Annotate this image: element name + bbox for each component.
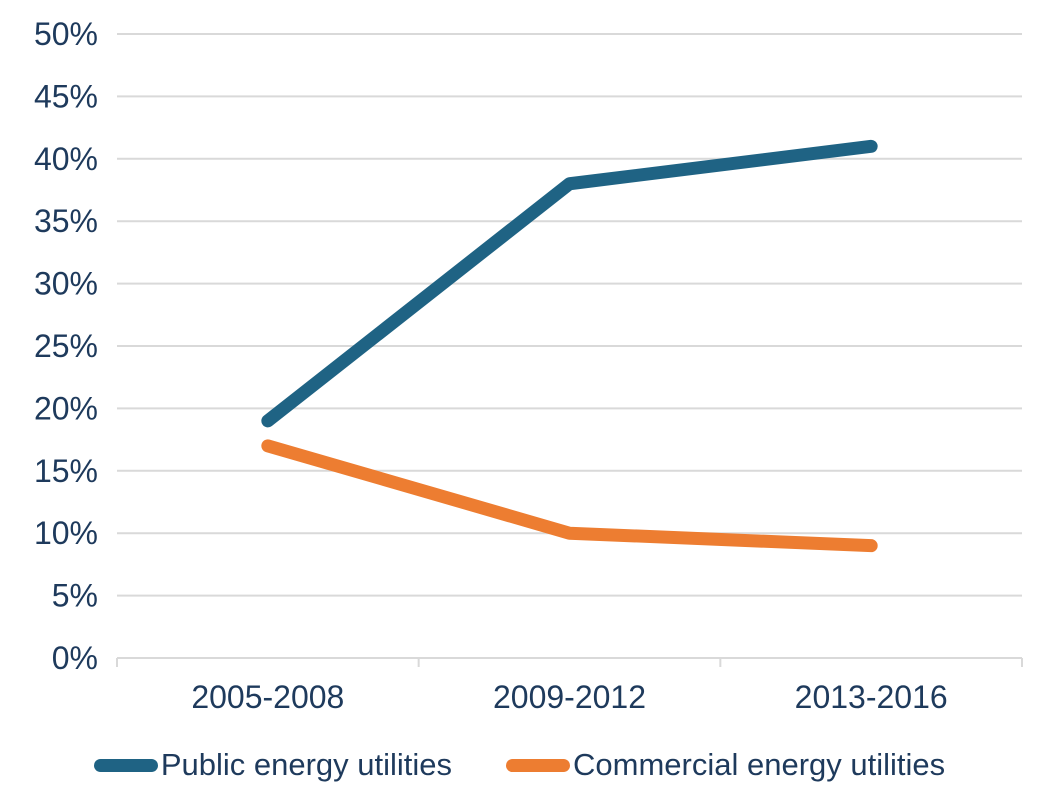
legend-swatch-commercial-energy-utilities-icon xyxy=(506,758,571,772)
y-tick-label: 0% xyxy=(52,640,98,676)
legend-label-commercial-energy-utilities: Commercial energy utilities xyxy=(573,747,946,782)
y-tick-label: 35% xyxy=(34,203,98,239)
y-tick-label: 10% xyxy=(34,515,98,551)
y-tick-label: 20% xyxy=(34,390,98,426)
y-tick-label: 45% xyxy=(34,78,98,114)
series-line-commercial-energy-utilities xyxy=(261,439,878,553)
line-chart-plot-area: 0% 5% 10% 15% 20% 25% 30% 35% 40% 45% 50% 2005-2008… xyxy=(34,16,1023,715)
x-tick-label: 2005-2008 xyxy=(191,679,344,715)
y-tick-label: 30% xyxy=(34,266,98,302)
series-line-public-energy-utilities xyxy=(261,139,878,428)
y-tick-label: 15% xyxy=(34,453,98,489)
y-tick-label: 25% xyxy=(34,328,98,364)
y-tick-label: 50% xyxy=(34,16,98,52)
legend-item-commercial-energy-utilities: Commercial energy utilities xyxy=(506,747,946,782)
y-tick-label: 40% xyxy=(34,141,98,177)
legend-swatch-public-energy-utilities-icon xyxy=(93,758,158,772)
x-tick-label: 2013-2016 xyxy=(795,679,948,715)
legend-item-public-energy-utilities: Public energy utilities xyxy=(93,747,453,782)
legend-label-public-energy-utilities: Public energy utilities xyxy=(160,747,453,782)
x-tick-label: 2009-2012 xyxy=(493,679,646,715)
y-tick-label: 5% xyxy=(52,578,98,614)
chart-legend: Public energy utilities Commercial energ… xyxy=(0,747,1039,782)
